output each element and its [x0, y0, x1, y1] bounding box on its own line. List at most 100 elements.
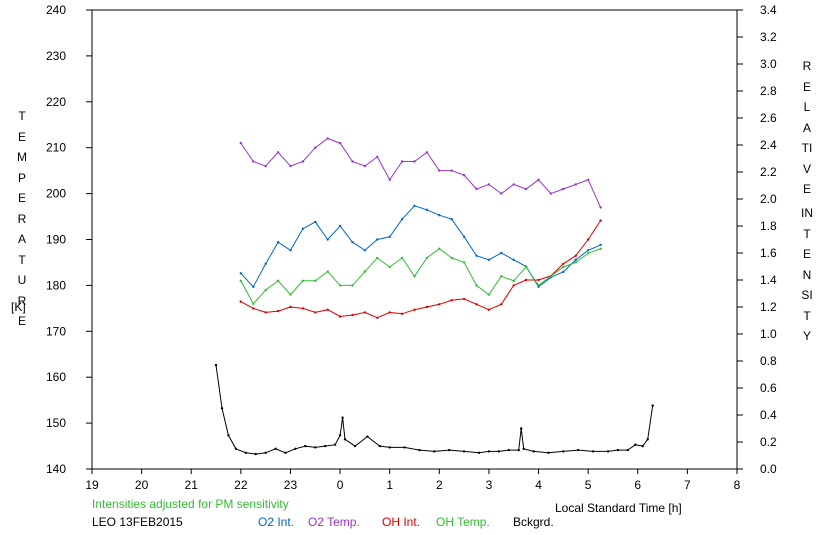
data-point-bckgrd	[646, 438, 649, 441]
right-tick-label: 2.6	[760, 111, 777, 125]
data-point-o2-int	[599, 243, 602, 247]
data-point-bckgrd	[234, 447, 238, 450]
adjustment-note: Intensities adjusted for PM sensitivity	[92, 497, 289, 511]
data-point-o2-temp	[450, 169, 453, 172]
data-point-o2-temp	[574, 183, 577, 186]
data-point-oh-int	[462, 297, 466, 301]
data-point-oh-int	[314, 311, 317, 314]
data-point-o2-int	[301, 227, 305, 230]
data-point-bckgrd	[626, 448, 629, 452]
series-group	[214, 137, 654, 456]
data-point-bckgrd	[641, 444, 644, 448]
left-tick-label: 170	[46, 324, 66, 338]
data-point-bckgrd	[353, 444, 357, 448]
data-point-oh-int	[388, 311, 391, 314]
data-point-o2-temp	[338, 141, 342, 145]
station-label: LEO 13FEB2015	[92, 515, 183, 529]
data-point-oh-temp	[252, 302, 255, 305]
data-point-bckgrd	[341, 416, 344, 419]
data-point-o2-temp	[425, 151, 429, 154]
x-tick-label: 23	[284, 478, 298, 492]
left-axis-label: TEMPERATURE	[17, 109, 27, 328]
data-point-oh-int	[338, 315, 342, 318]
data-point-bckgrd	[520, 427, 523, 430]
data-point-bckgrd	[507, 448, 510, 452]
data-point-o2-int	[363, 249, 367, 252]
right-tick-label: 3.4	[760, 3, 777, 17]
data-point-oh-int	[413, 308, 416, 311]
data-point-oh-temp	[500, 275, 503, 278]
data-point-bckgrd	[591, 450, 595, 453]
data-point-oh-temp	[314, 279, 317, 282]
data-point-oh-temp	[351, 284, 354, 287]
data-point-bckgrd	[522, 447, 525, 450]
data-point-o2-temp	[438, 169, 441, 172]
legend-oh-temp: OH Temp.	[436, 515, 490, 529]
x-tick-label: 8	[734, 478, 741, 492]
right-tick-label: 3.0	[760, 57, 777, 71]
data-point-o2-int	[462, 235, 466, 238]
data-point-oh-int	[289, 305, 292, 309]
data-point-oh-temp	[599, 247, 602, 250]
data-point-oh-int	[276, 309, 280, 313]
data-point-o2-int	[574, 258, 577, 261]
x-tick-label: 2	[436, 478, 443, 492]
right-axis-label-2: INTENSITY	[801, 206, 813, 343]
right-tick-label: 1.4	[760, 273, 777, 287]
data-point-bckgrd	[227, 434, 230, 437]
right-tick-label: 0.8	[760, 354, 777, 368]
legend-bckgrd: Bckgrd.	[513, 515, 554, 529]
data-point-o2-int	[376, 238, 379, 241]
left-tick-label: 180	[46, 278, 66, 292]
data-point-oh-int	[400, 312, 404, 315]
data-point-o2-temp	[376, 155, 379, 159]
data-point-oh-int	[264, 311, 267, 314]
data-point-oh-int	[487, 308, 491, 311]
left-tick-label: 240	[46, 3, 66, 17]
x-tick-label: 1	[386, 478, 393, 492]
data-point-oh-int	[252, 307, 255, 310]
data-point-o2-int	[239, 272, 242, 275]
data-point-o2-int	[475, 254, 478, 257]
data-point-bckgrd	[388, 446, 391, 449]
data-point-bckgrd	[532, 450, 535, 453]
x-tick-label: 3	[486, 478, 493, 492]
data-point-oh-int	[376, 316, 379, 319]
left-tick-label: 140	[46, 462, 66, 476]
data-point-bckgrd	[244, 451, 247, 454]
data-point-o2-temp	[413, 160, 416, 163]
data-point-o2-temp	[475, 187, 478, 191]
left-tick-label: 220	[46, 95, 66, 109]
x-tick-label: 7	[684, 478, 691, 492]
data-point-bckgrd	[634, 443, 637, 446]
x-tick-label: 5	[585, 478, 592, 492]
data-point-o2-temp	[462, 174, 466, 177]
data-point-o2-int	[487, 258, 491, 261]
data-point-o2-int	[562, 270, 565, 274]
data-point-o2-temp	[599, 206, 602, 209]
data-point-bckgrd	[304, 444, 307, 448]
right-tick-label: 2.2	[760, 165, 777, 179]
right-axis-label-1: RELATIVE	[801, 59, 813, 196]
data-point-bckgrd	[343, 438, 347, 441]
data-point-oh-temp	[438, 247, 441, 250]
series-line-oh-int	[240, 220, 602, 319]
x-axis-label: Local Standard Time [h]	[555, 501, 682, 515]
plot-frame	[91, 9, 738, 470]
data-point-oh-int	[326, 308, 329, 311]
data-point-o2-int	[587, 249, 590, 252]
data-point-oh-temp	[574, 261, 577, 264]
data-point-bckgrd	[562, 450, 565, 453]
data-point-oh-temp	[450, 256, 453, 260]
right-tick-label: 0.0	[760, 462, 777, 476]
left-tick-label: 230	[46, 49, 66, 63]
data-point-bckgrd	[616, 448, 620, 452]
right-tick-label: 0.6	[760, 381, 777, 395]
data-point-oh-temp	[363, 270, 367, 273]
left-tick-label: 200	[46, 187, 66, 201]
legend-o2-int: O2 Int.	[258, 515, 295, 529]
data-point-o2-int	[388, 235, 391, 238]
x-tick-label: 0	[337, 478, 344, 492]
data-point-o2-temp	[587, 178, 590, 181]
